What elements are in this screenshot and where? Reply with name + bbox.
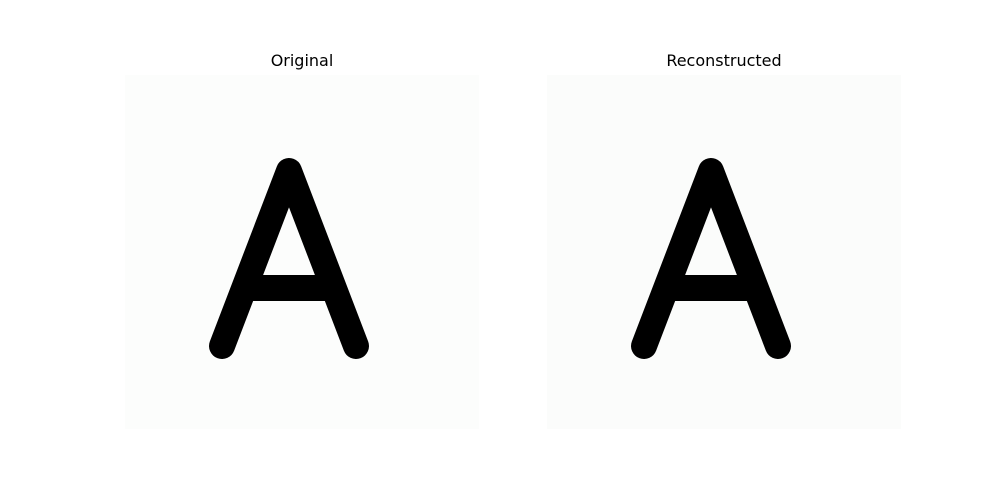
reconstructed-image-background: [547, 75, 901, 429]
panel-title-reconstructed: Reconstructed: [666, 51, 782, 70]
original-image-background: [125, 75, 479, 429]
original-image: [125, 75, 479, 429]
panel-title-original: Original: [270, 51, 334, 70]
reconstructed-image-panel: [547, 75, 901, 429]
original-image-panel: [125, 75, 479, 429]
letter-a-glyph: [631, 158, 791, 359]
reconstructed-image: [547, 75, 901, 429]
letter-a-glyph: [209, 158, 369, 359]
